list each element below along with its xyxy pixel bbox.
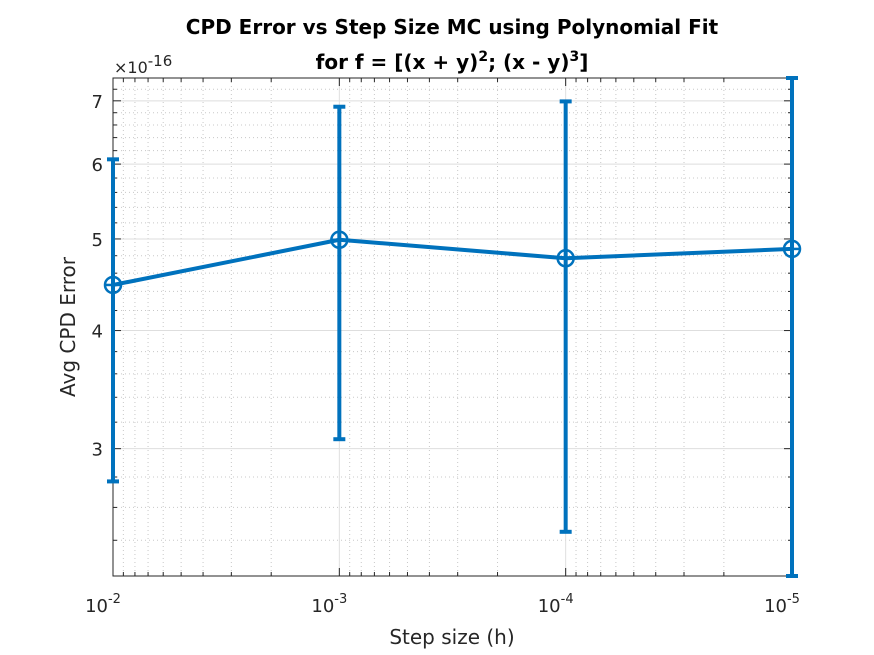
title-line2-sup1: 2 xyxy=(478,49,488,65)
data-point xyxy=(103,275,123,295)
x-axis-label: Step size (h) xyxy=(389,625,514,649)
y-tick-label: 4 xyxy=(92,322,103,343)
minor-grid xyxy=(113,77,792,577)
chart-title-line1: CPD Error vs Step Size MC using Polynomi… xyxy=(186,15,719,39)
x-tick-label: 10-3 xyxy=(311,592,347,617)
x-tick-label: 10-4 xyxy=(538,592,574,617)
title-line2-prefix: for f = [(x + y) xyxy=(316,50,479,74)
error-bar xyxy=(107,157,119,484)
y-axis-multiplier: ×10-16 xyxy=(114,52,172,77)
y-tick-label: 7 xyxy=(92,92,103,113)
error-bar xyxy=(786,76,798,578)
y-multiplier-exp: -16 xyxy=(148,52,173,70)
title-line2-suffix: ] xyxy=(579,50,588,74)
y-multiplier-prefix: ×10 xyxy=(114,58,148,77)
y-tick-label: 6 xyxy=(92,155,103,176)
data-point xyxy=(782,239,802,259)
series-layer xyxy=(103,76,802,578)
title-line2-sup2: 3 xyxy=(569,49,579,65)
x-tick-label: 10-5 xyxy=(764,592,800,617)
chart-title-line2: for f = [(x + y)2; (x - y)3] xyxy=(316,49,589,74)
tick-labels: 10-2 10-3 10-4 10-5 3 4 5 6 7 xyxy=(85,92,800,617)
error-bar xyxy=(333,104,346,442)
title-line2-mid: ; (x - y) xyxy=(488,50,569,74)
error-bar xyxy=(559,99,572,534)
y-axis-label: Avg CPD Error xyxy=(56,256,80,397)
x-tick-label: 10-2 xyxy=(85,592,121,617)
data-point xyxy=(556,249,575,268)
y-tick-label: 3 xyxy=(92,440,103,461)
y-tick-label: 5 xyxy=(92,230,103,251)
series-line xyxy=(112,237,793,287)
data-point xyxy=(330,230,349,250)
